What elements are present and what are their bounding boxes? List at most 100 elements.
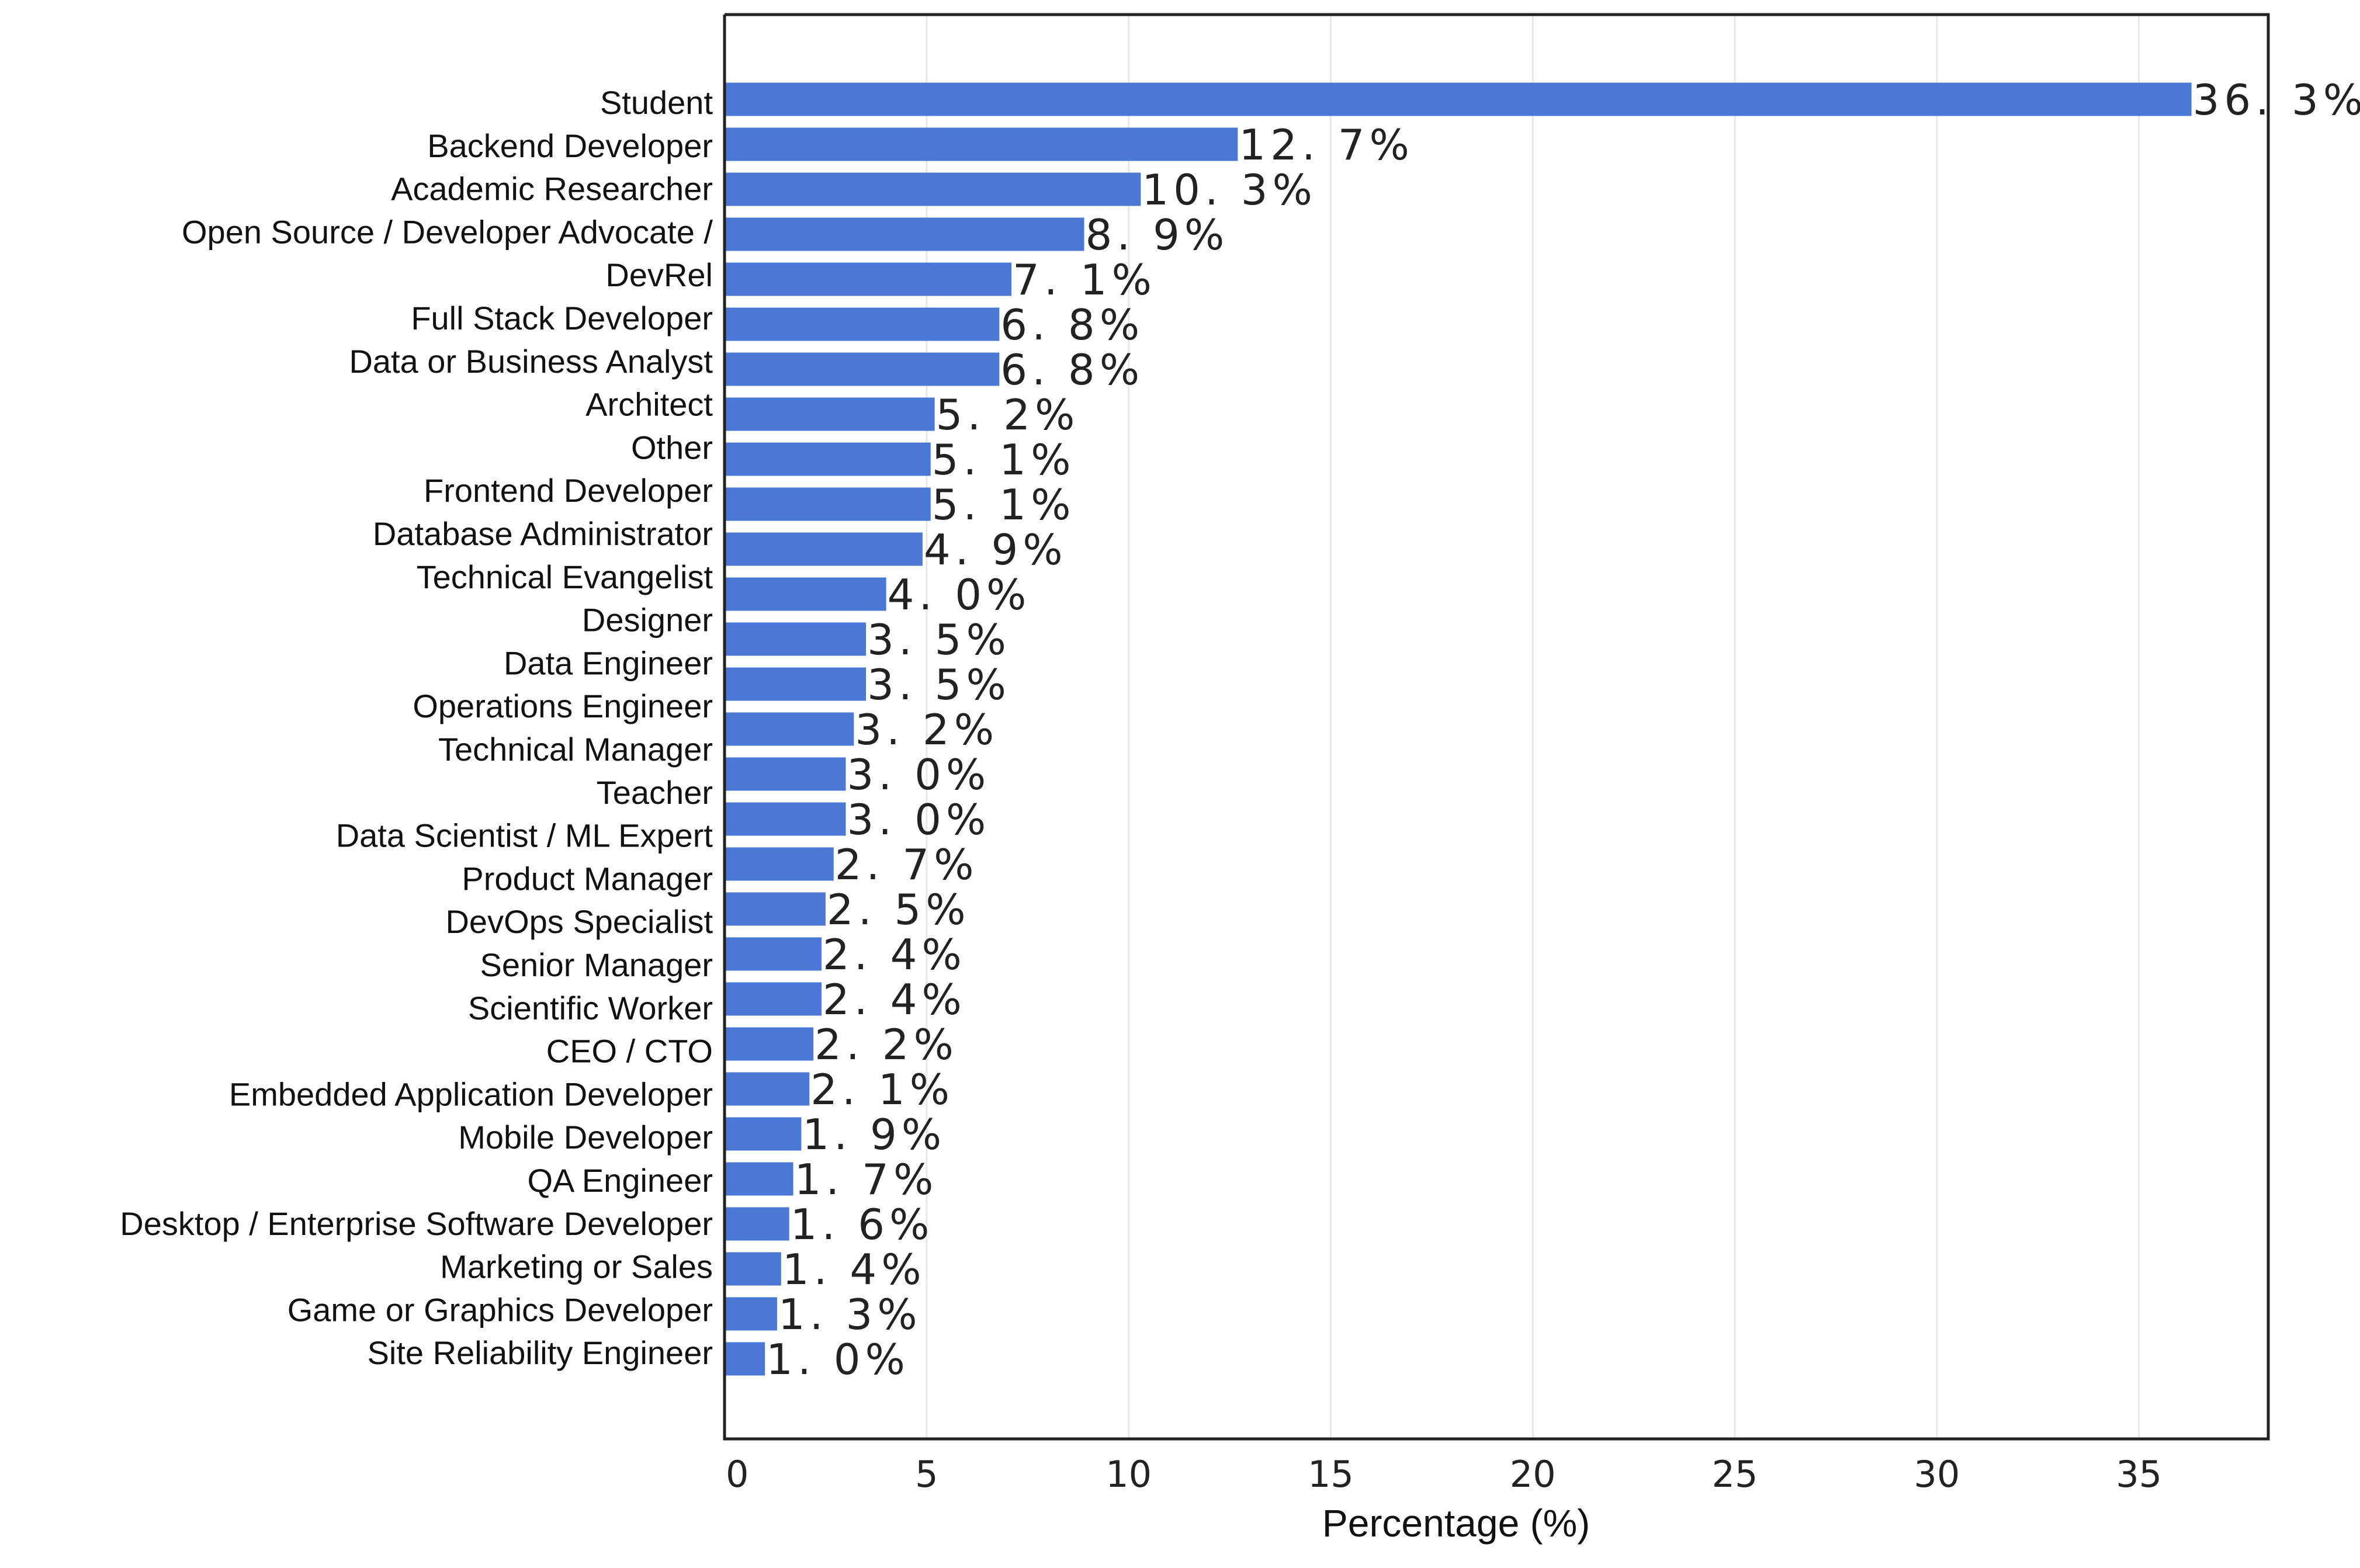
bar	[725, 1342, 765, 1376]
bar-value-label: 1. 0%	[766, 1335, 910, 1384]
category-label: Architect	[585, 386, 713, 423]
category-label: Designer	[582, 602, 713, 639]
bar	[725, 532, 923, 566]
bar	[725, 937, 822, 971]
category-label: QA Engineer	[527, 1162, 713, 1199]
x-tick-labels: 0 5 10 15 20 25 30 35	[726, 1453, 2162, 1496]
bar	[725, 262, 1012, 296]
bar-value-label: 1. 4%	[782, 1245, 926, 1294]
bar	[725, 487, 931, 521]
x-tick-label: 5	[915, 1453, 938, 1496]
bar-value-label: 36. 3%	[2193, 75, 2360, 124]
bar	[725, 172, 1141, 206]
category-label: DevRel	[605, 256, 713, 293]
plot-frame	[723, 13, 2270, 1441]
category-label: Full Stack Developer	[411, 300, 713, 337]
bar-value-label: 3. 5%	[867, 660, 1011, 709]
bar-value-label: 2. 7%	[835, 840, 979, 889]
bar-value-label: 4. 0%	[888, 570, 1031, 619]
bar-value-label: 1. 9%	[802, 1110, 946, 1159]
bar-value-label: 2. 1%	[810, 1065, 954, 1114]
category-label: Data Engineer	[504, 644, 713, 681]
x-tick-label: 15	[1308, 1453, 1354, 1496]
x-tick-label: 35	[2116, 1453, 2162, 1496]
category-label: Open Source / Developer Advocate /	[182, 213, 713, 250]
bar	[725, 892, 826, 926]
bar-value-label: 3. 2%	[855, 705, 999, 754]
x-axis-title: Percentage (%)	[1322, 1501, 1590, 1545]
x-tick-label: 10	[1106, 1453, 1152, 1496]
bar	[725, 847, 834, 881]
bar	[725, 1207, 789, 1241]
category-label: Student	[600, 84, 713, 121]
category-label: Academic Researcher	[391, 171, 713, 207]
bar-value-label: 2. 4%	[823, 975, 966, 1024]
bar-value-label: 10. 3%	[1142, 165, 1317, 214]
bar	[725, 82, 2192, 116]
bar	[725, 217, 1084, 251]
category-label: Scientific Worker	[468, 990, 713, 1026]
x-tick-label: 0	[726, 1453, 748, 1496]
bar-value-label: 3. 5%	[867, 615, 1011, 664]
category-label: Senior Manager	[480, 946, 713, 983]
category-label: Teacher	[597, 774, 713, 811]
bar-value-label: 12. 7%	[1239, 120, 1414, 169]
x-tick-label: 30	[1914, 1453, 1960, 1496]
category-label: Site Reliability Engineer	[368, 1334, 713, 1371]
bar-value-label: 2. 4%	[823, 930, 966, 979]
bar	[725, 712, 854, 746]
category-label: Database Administrator	[373, 515, 713, 552]
bar-value-label: 4. 9%	[924, 525, 1068, 574]
axes	[723, 13, 2270, 1441]
category-label: Other	[631, 429, 713, 466]
bar	[725, 397, 935, 431]
bar	[725, 127, 1238, 161]
category-label: Embedded Application Developer	[229, 1076, 713, 1112]
category-label: Data or Business Analyst	[349, 343, 713, 380]
category-labels: Student Backend Developer Academic Researc…	[120, 84, 713, 1371]
bar-value-label: 5. 1%	[932, 480, 1076, 529]
category-label: Technical Manager	[438, 731, 713, 768]
category-label: Data Scientist / ML Expert	[336, 817, 713, 854]
bar	[725, 622, 867, 656]
bar-value-label: 2. 5%	[827, 885, 971, 934]
x-tick-label: 25	[1712, 1453, 1758, 1496]
bar	[725, 577, 886, 611]
category-label: Marketing or Sales	[440, 1248, 713, 1285]
category-label: Game or Graphics Developer	[287, 1291, 713, 1328]
bar-value-label: 7. 1%	[1013, 255, 1156, 304]
bar	[725, 442, 931, 476]
bar-value-label: 5. 1%	[932, 435, 1076, 484]
bar-value-label: 8. 9%	[1086, 210, 1229, 259]
bar	[725, 757, 846, 791]
category-label: Operations Engineer	[413, 688, 713, 724]
bar	[725, 982, 822, 1016]
bar-value-label: 1. 7%	[795, 1155, 938, 1204]
bar	[725, 667, 867, 701]
category-label: Technical Evangelist	[417, 558, 713, 595]
x-tick-label: 20	[1510, 1453, 1556, 1496]
bar	[725, 307, 1000, 341]
bar-value-label: 6. 8%	[1000, 300, 1144, 349]
bar	[725, 1117, 802, 1151]
bar-value-label: 1. 3%	[778, 1290, 922, 1339]
category-label: Backend Developer	[427, 127, 713, 164]
bar-value-label: 2. 2%	[815, 1020, 958, 1069]
bar-value-label: 3. 0%	[847, 750, 990, 799]
gridlines	[926, 15, 2140, 1439]
bar-value-label: 3. 0%	[847, 795, 990, 844]
value-labels: 36. 3%12. 7%10. 3%8. 9%7. 1%6. 8%6. 8%5.…	[766, 75, 2360, 1384]
bar-value-label: 5. 2%	[936, 390, 1080, 439]
category-label: CEO / CTO	[546, 1033, 713, 1070]
category-label: DevOps Specialist	[445, 903, 713, 940]
bar-value-label: 6. 8%	[1000, 345, 1144, 394]
bar	[725, 1252, 781, 1286]
bar	[725, 802, 846, 836]
category-label: Product Manager	[462, 860, 713, 897]
bar	[725, 1027, 814, 1061]
category-label: Desktop / Enterprise Software Developer	[120, 1205, 713, 1242]
category-label: Frontend Developer	[424, 472, 713, 509]
bar	[725, 1297, 777, 1331]
bars	[725, 82, 2192, 1376]
